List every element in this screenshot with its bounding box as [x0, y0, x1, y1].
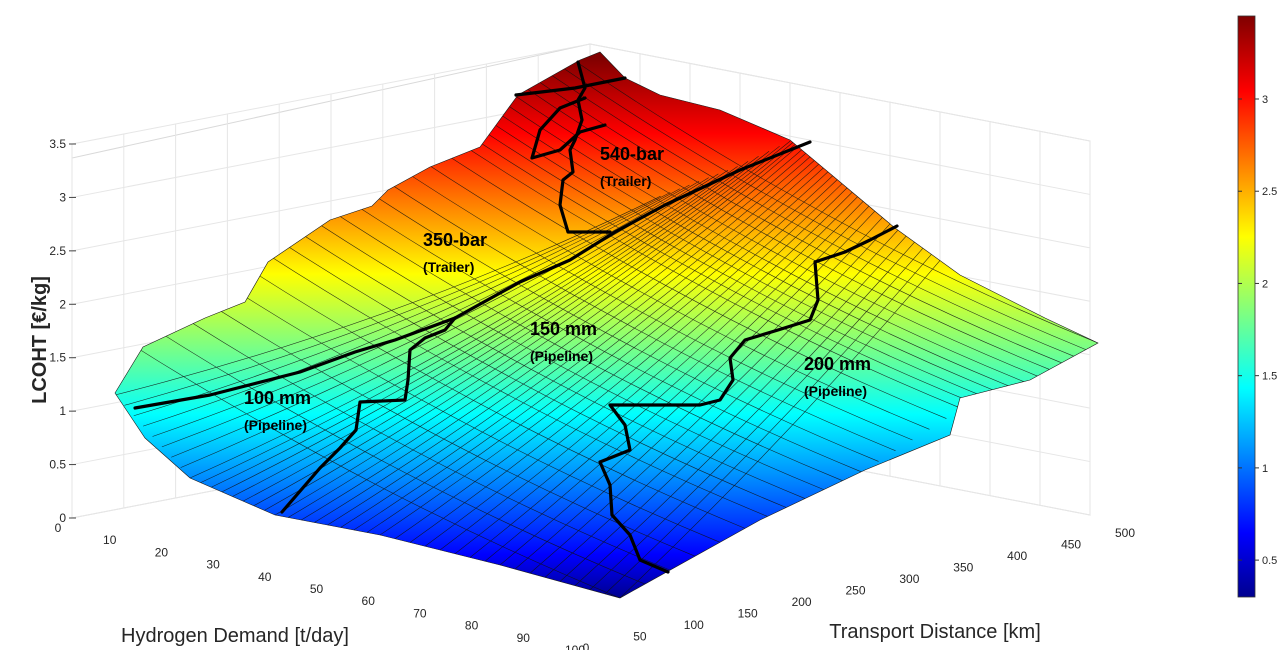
z-tick-label: 1.5: [49, 351, 66, 365]
colorbar-tick-label: 2.5: [1262, 186, 1277, 198]
y-tick-label: 250: [845, 584, 865, 598]
colorbar-tick-label: 1: [1262, 463, 1268, 475]
y-tick-label: 350: [953, 561, 973, 575]
region-label-subtitle: (Trailer): [600, 173, 651, 189]
boundary-540-top: [514, 76, 627, 97]
z-tick-label: 0: [59, 511, 66, 525]
y-tick-label: 450: [1061, 538, 1081, 552]
x-tick-label: 40: [258, 570, 272, 584]
x-tick-label: 90: [517, 631, 531, 645]
x-tick-label: 0: [55, 521, 62, 535]
x-axis-title: Hydrogen Demand [t/day]: [121, 625, 349, 647]
x-tick-label: 30: [206, 558, 220, 572]
colorbar-tick-label: 1.5: [1262, 371, 1277, 383]
z-tick-label: 0.5: [49, 458, 66, 472]
region-label-subtitle: (Pipeline): [244, 417, 307, 433]
region-label-title: 350-bar: [423, 230, 487, 250]
z-tick-label: 3: [59, 190, 66, 204]
colorbar: 0.5 1 1.5 2 2.5 3: [1237, 15, 1277, 598]
boundary-150-200: [598, 224, 899, 574]
z-tick-label: 2.5: [49, 244, 66, 258]
x-tick-label: 70: [413, 606, 427, 620]
x-tick-label: 20: [155, 545, 169, 559]
boundary-540-loop: [530, 96, 607, 160]
y-tick-label: 500: [1115, 526, 1135, 540]
z-tick-label: 2: [59, 297, 66, 311]
y-axis-ticks: 0 50 100 150 200 250 300 350 400 450 500: [583, 526, 1136, 655]
region-label-subtitle: (Trailer): [423, 259, 474, 275]
z-axis-ticks: 0 0.5 1 1.5 2 2.5 3 3.5: [49, 137, 76, 525]
y-tick-label: 0: [583, 641, 590, 650]
region-label-subtitle: (Pipeline): [804, 383, 867, 399]
colorbar-tick-label: 2: [1262, 278, 1268, 290]
y-tick-label: 150: [738, 607, 758, 621]
z-axis-title: LCOHT [€/kg]: [29, 276, 51, 404]
x-tick-label: 80: [465, 619, 479, 633]
region-label-subtitle: (Pipeline): [530, 348, 593, 364]
colorbar-tick-label: 0.5: [1262, 555, 1277, 567]
x-tick-label: 10: [103, 533, 117, 547]
y-axis-title: Transport Distance [km]: [829, 621, 1041, 643]
colorbar-scale: [1237, 15, 1256, 598]
y-tick-label: 50: [633, 630, 647, 644]
region-label-title: 540-bar: [600, 144, 664, 164]
region-label-title: 200 mm: [804, 354, 871, 374]
z-tick-label: 1: [59, 404, 66, 418]
region-label-title: 150 mm: [530, 319, 597, 339]
colorbar-ticks: 0.5 1 1.5 2 2.5 3: [1238, 94, 1277, 567]
y-tick-label: 200: [792, 595, 812, 609]
region-boundaries: [133, 60, 899, 574]
y-tick-label: 300: [899, 572, 919, 586]
boundary-trailer-pipeline: [133, 140, 812, 410]
boundary-100-150: [280, 316, 457, 514]
region-labels: 540-bar (Trailer) 350-bar (Trailer) 150 mm (P…: [244, 144, 871, 433]
y-tick-label: 400: [1007, 549, 1027, 563]
colorbar-tick-label: 3: [1262, 94, 1268, 106]
x-tick-label: 50: [310, 582, 324, 596]
z-tick-label: 3.5: [49, 137, 66, 151]
boundary-540-350: [558, 60, 612, 234]
y-tick-label: 100: [684, 618, 704, 632]
region-label-title: 100 mm: [244, 388, 311, 408]
x-tick-label: 60: [362, 594, 376, 608]
